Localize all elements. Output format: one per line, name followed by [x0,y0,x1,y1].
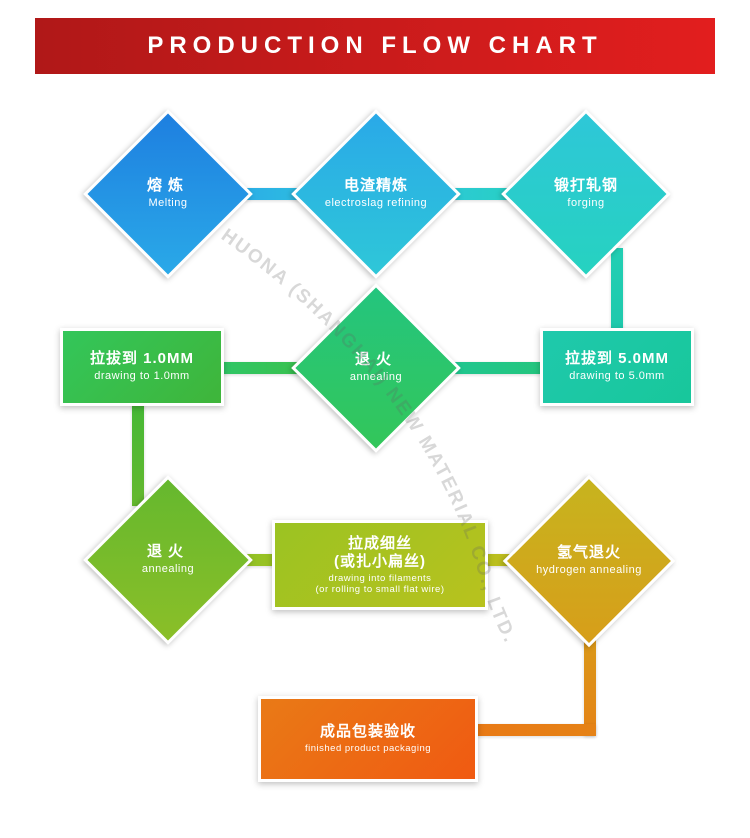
node-packaging: 成品包装验收 finished product packaging [258,696,478,782]
label-en: Melting [149,197,188,210]
label-cn: 退火 [355,351,397,369]
node-filaments: 拉成细丝(或扎小扁丝)drawing into filaments(or rol… [272,520,488,610]
label-cn: 成品包装验收 [320,723,416,741]
node-label: 锻打轧钢 forging [526,134,646,254]
flowchart-stage: 熔炼 Melting 电渣精炼 electroslag refining 锻打轧钢 for… [0,18,750,838]
label-en: drawing into filaments(or rolling to sma… [316,573,445,596]
node-label: 成品包装验收 finished product packaging [261,699,475,779]
node-refining: 电渣精炼 electroslag refining [316,134,436,254]
label-cn: 熔炼 [147,177,189,195]
label-en: annealing [142,563,194,576]
label-cn: 退火 [147,543,189,561]
label-cn: 锻打轧钢 [554,177,618,195]
label-cn: 氢气退火 [557,544,621,562]
node-forging: 锻打轧钢 forging [526,134,646,254]
label-en: drawing to 5.0mm [569,370,664,383]
label-en: annealing [350,371,402,384]
node-melting: 熔炼 Melting [108,134,228,254]
label-cn: 拉拔到 1.0MM [90,350,194,368]
label-en: finished product packaging [305,743,431,754]
node-label: 电渣精炼 electroslag refining [316,134,436,254]
connector-5 [132,404,144,506]
node-draw1: 拉拔到 1.0MM drawing to 1.0mm [60,328,224,406]
label-en: drawing to 1.0mm [94,370,189,383]
node-draw5: 拉拔到 5.0MM drawing to 5.0mm [540,328,694,406]
node-label: 退火 annealing [316,308,436,428]
node-hydrogen: 氢气退火 hydrogen annealing [528,500,650,622]
connector-2 [611,248,623,330]
label-cn: 电渣精炼 [344,177,408,195]
node-label: 拉拔到 5.0MM drawing to 5.0mm [543,331,691,403]
node-label: 氢气退火 hydrogen annealing [528,500,650,622]
label-en: forging [567,197,604,210]
node-anneal1: 退火 annealing [316,308,436,428]
node-label: 熔炼 Melting [108,134,228,254]
label-cn: 拉拔到 5.0MM [565,350,669,368]
node-label: 拉拔到 1.0MM drawing to 1.0mm [63,331,221,403]
node-label: 退火 annealing [108,500,228,620]
label-en: hydrogen annealing [536,564,642,577]
node-anneal2: 退火 annealing [108,500,228,620]
label-cn: 拉成细丝(或扎小扁丝) [334,535,426,571]
connector-9 [476,724,596,736]
label-en: electroslag refining [325,197,427,210]
node-label: 拉成细丝(或扎小扁丝)drawing into filaments(or rol… [275,523,485,607]
